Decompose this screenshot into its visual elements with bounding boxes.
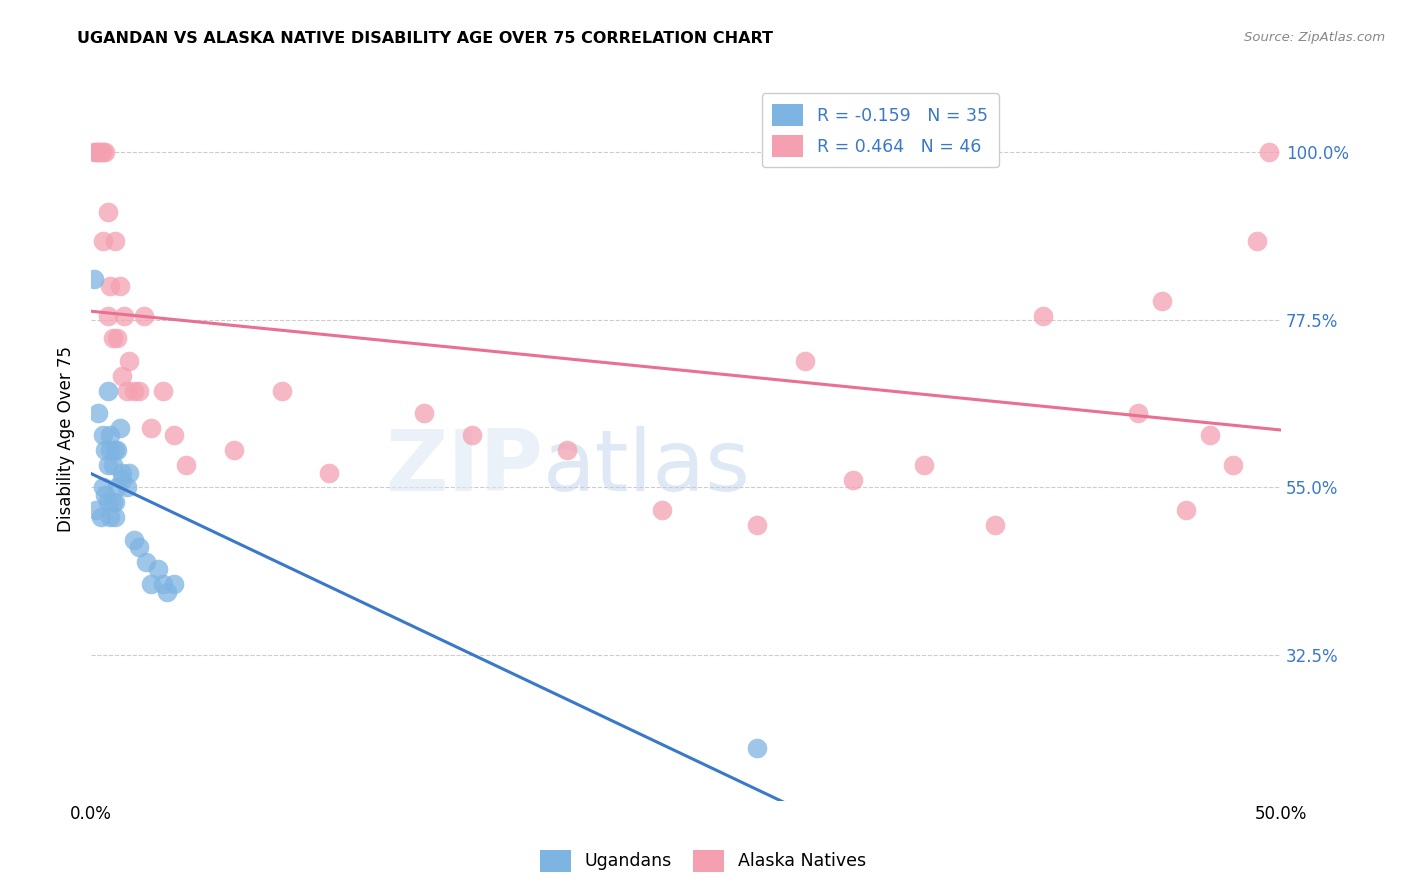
Point [139,577,162,591]
Point [105,443,128,458]
Point [318,466,340,480]
Point [104,235,127,249]
Point [97,204,120,219]
Point [1258,145,1281,159]
Point [1246,235,1268,249]
Point [747,517,769,532]
Point [794,353,817,368]
Point [1174,503,1197,517]
Point [152,384,174,398]
Point [94,443,117,458]
Point [83,145,105,159]
Legend: R = -0.159   N = 35, R = 0.464   N = 46: R = -0.159 N = 35, R = 0.464 N = 46 [762,94,998,168]
Point [651,503,673,517]
Point [1128,406,1150,420]
Point [84,503,107,517]
Point [413,406,436,420]
Point [132,309,155,323]
Point [747,741,769,756]
Point [555,443,578,458]
Point [122,533,145,547]
Point [128,540,150,554]
Point [91,235,114,249]
Point [91,428,114,442]
Point [156,585,179,599]
Point [87,145,110,159]
Point [146,562,169,576]
Point [97,458,120,472]
Point [108,421,131,435]
Point [98,443,121,458]
Point [461,428,484,442]
Point [222,443,245,458]
Point [94,488,117,502]
Point [101,458,124,472]
Point [108,279,131,293]
Point [118,466,141,480]
Point [152,577,174,591]
Point [163,577,186,591]
Point [1032,309,1054,323]
Point [97,309,120,323]
Point [98,428,121,442]
Point [912,458,935,472]
Point [139,421,162,435]
Point [90,145,112,159]
Point [163,428,186,442]
Point [1150,294,1173,309]
Point [128,384,150,398]
Point [91,145,114,159]
Text: atlas: atlas [543,426,751,509]
Point [87,406,110,420]
Point [841,473,863,487]
Point [105,331,128,345]
Point [1198,428,1220,442]
Point [1222,458,1244,472]
Point [91,481,114,495]
Point [104,495,127,509]
Point [84,145,107,159]
Point [98,279,121,293]
Legend: Ugandans, Alaska Natives: Ugandans, Alaska Natives [533,843,873,879]
Point [98,510,121,524]
Point [87,145,110,159]
Point [115,384,138,398]
Point [105,481,128,495]
Point [97,384,120,398]
Point [118,353,141,368]
Point [104,443,127,458]
Text: UGANDAN VS ALASKA NATIVE DISABILITY AGE OVER 75 CORRELATION CHART: UGANDAN VS ALASKA NATIVE DISABILITY AGE … [77,31,773,46]
Y-axis label: Disability Age Over 75: Disability Age Over 75 [58,346,75,532]
Point [115,481,138,495]
Point [135,555,157,569]
Point [90,510,112,524]
Point [104,510,127,524]
Text: ZIP: ZIP [385,426,543,509]
Point [111,473,134,487]
Point [984,517,1007,532]
Point [176,458,198,472]
Point [114,309,136,323]
Text: Source: ZipAtlas.com: Source: ZipAtlas.com [1244,31,1385,45]
Point [83,271,105,285]
Point [97,495,120,509]
Point [122,384,145,398]
Point [101,331,124,345]
Point [111,466,134,480]
Point [270,384,292,398]
Point [111,368,134,383]
Point [94,145,117,159]
Point [101,495,124,509]
